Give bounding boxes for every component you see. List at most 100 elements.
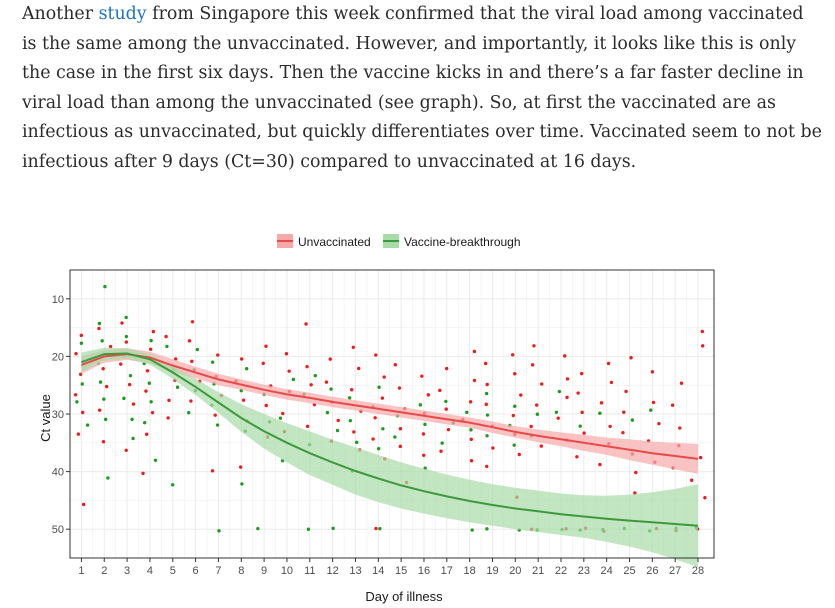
chart-legend: Unvaccinated Vaccine-breakthrough <box>277 234 521 249</box>
data-point-breakthrough <box>122 396 126 401</box>
data-point-unvaccinated <box>382 375 386 379</box>
data-point-unvaccinated <box>530 363 535 367</box>
data-point-unvaccinated <box>167 398 171 403</box>
data-point-unvaccinated <box>599 401 604 405</box>
data-point-breakthrough <box>484 391 489 396</box>
x-tick-label: 28 <box>692 565 704 577</box>
data-point-breakthrough <box>469 428 473 432</box>
data-point-unvaccinated <box>624 389 628 394</box>
x-tick-label: 21 <box>532 565 544 577</box>
data-point-unvaccinated <box>305 424 310 429</box>
data-point-unvaccinated <box>398 427 403 431</box>
legend-label-breakthrough: Vaccine-breakthrough <box>404 235 521 249</box>
data-point-unvaccinated <box>101 366 105 371</box>
data-point-breakthrough <box>165 344 169 349</box>
x-tick-label: 8 <box>238 565 244 577</box>
data-point-breakthrough <box>175 385 180 389</box>
data-point-unvaccinated <box>608 424 612 429</box>
data-point-unvaccinated <box>629 356 633 360</box>
data-point-breakthrough <box>381 427 385 431</box>
data-point-breakthrough <box>423 422 427 427</box>
data-point-unvaccinated <box>519 393 523 397</box>
data-point-unvaccinated <box>393 363 398 367</box>
data-point-unvaccinated <box>670 403 675 407</box>
data-point-unvaccinated <box>166 416 170 420</box>
x-tick-label: 5 <box>170 565 176 577</box>
article-body: from Singapore this week confirmed that … <box>22 4 822 172</box>
data-point-unvaccinated <box>397 386 402 390</box>
data-point-unvaccinated <box>438 388 442 393</box>
data-point-unvaccinated <box>606 361 611 366</box>
data-point-unvaccinated <box>576 391 580 395</box>
data-point-unvaccinated <box>148 347 153 352</box>
data-point-breakthrough <box>306 527 311 531</box>
data-point-breakthrough <box>485 434 489 438</box>
data-point-breakthrough <box>291 377 296 382</box>
data-point-unvaccinated <box>510 353 515 357</box>
data-point-unvaccinated <box>579 371 584 376</box>
data-point-breakthrough <box>195 347 200 352</box>
data-point-unvaccinated <box>532 344 536 348</box>
data-point-unvaccinated <box>679 381 684 385</box>
data-point-breakthrough <box>557 389 562 394</box>
data-point-breakthrough <box>149 400 153 404</box>
data-point-unvaccinated <box>678 426 682 430</box>
data-point-unvaccinated <box>421 432 426 436</box>
data-point-unvaccinated <box>469 459 474 463</box>
data-point-breakthrough <box>149 338 153 343</box>
y-tick-label: 10 <box>52 294 64 306</box>
data-point-breakthrough <box>244 367 249 371</box>
data-point-unvaccinated <box>484 402 488 407</box>
data-point-unvaccinated <box>598 462 602 467</box>
data-point-unvaccinated <box>609 380 614 385</box>
x-tick-label: 16 <box>418 565 430 577</box>
data-point-unvaccinated <box>324 380 329 384</box>
x-axis-label: Day of illness <box>365 589 443 604</box>
data-point-unvaccinated <box>304 322 308 326</box>
data-point-unvaccinated <box>97 326 101 331</box>
data-point-unvaccinated <box>540 382 544 386</box>
data-point-breakthrough <box>335 428 340 433</box>
data-point-unvaccinated <box>491 446 495 450</box>
data-point-unvaccinated <box>689 478 694 482</box>
data-point-unvaccinated <box>284 352 289 356</box>
data-point-breakthrough <box>124 334 129 339</box>
x-tick-label: 12 <box>326 565 338 577</box>
data-point-unvaccinated <box>485 464 489 469</box>
article-intro: Another <box>22 4 99 24</box>
data-point-unvaccinated <box>328 357 332 361</box>
data-point-unvaccinated <box>580 410 584 415</box>
y-tick-label: 20 <box>52 351 64 363</box>
data-point-unvaccinated <box>97 408 102 412</box>
x-tick-label: 20 <box>509 565 521 577</box>
data-point-unvaccinated <box>535 403 539 407</box>
data-point-breakthrough <box>329 387 333 391</box>
data-point-unvaccinated <box>349 388 354 392</box>
data-point-unvaccinated <box>468 400 473 404</box>
data-point-unvaccinated <box>701 344 705 348</box>
data-point-unvaccinated <box>264 403 268 408</box>
legend-label-unvaccinated: Unvaccinated <box>298 235 371 249</box>
data-point-breakthrough <box>240 482 244 486</box>
data-point-unvaccinated <box>190 359 194 364</box>
data-point-breakthrough <box>630 418 635 422</box>
data-point-breakthrough <box>97 321 102 326</box>
data-point-breakthrough <box>325 410 330 415</box>
y-tick-label: 40 <box>52 467 64 479</box>
data-point-breakthrough <box>578 424 582 428</box>
data-point-breakthrough <box>80 382 84 386</box>
data-point-unvaccinated <box>241 398 246 402</box>
data-point-unvaccinated <box>472 378 477 383</box>
x-tick-label: 13 <box>349 565 361 577</box>
data-point-unvaccinated <box>309 383 313 387</box>
data-point-breakthrough <box>75 400 79 404</box>
y-axis-label: Ct value <box>38 394 53 442</box>
data-point-unvaccinated <box>239 357 244 361</box>
data-point-unvaccinated <box>150 410 155 415</box>
data-point-unvaccinated <box>287 369 291 373</box>
data-point-breakthrough <box>377 385 381 389</box>
study-link[interactable]: study <box>98 4 147 24</box>
data-point-unvaccinated <box>634 470 638 475</box>
x-tick-label: 19 <box>486 565 498 577</box>
data-point-unvaccinated <box>398 444 403 449</box>
